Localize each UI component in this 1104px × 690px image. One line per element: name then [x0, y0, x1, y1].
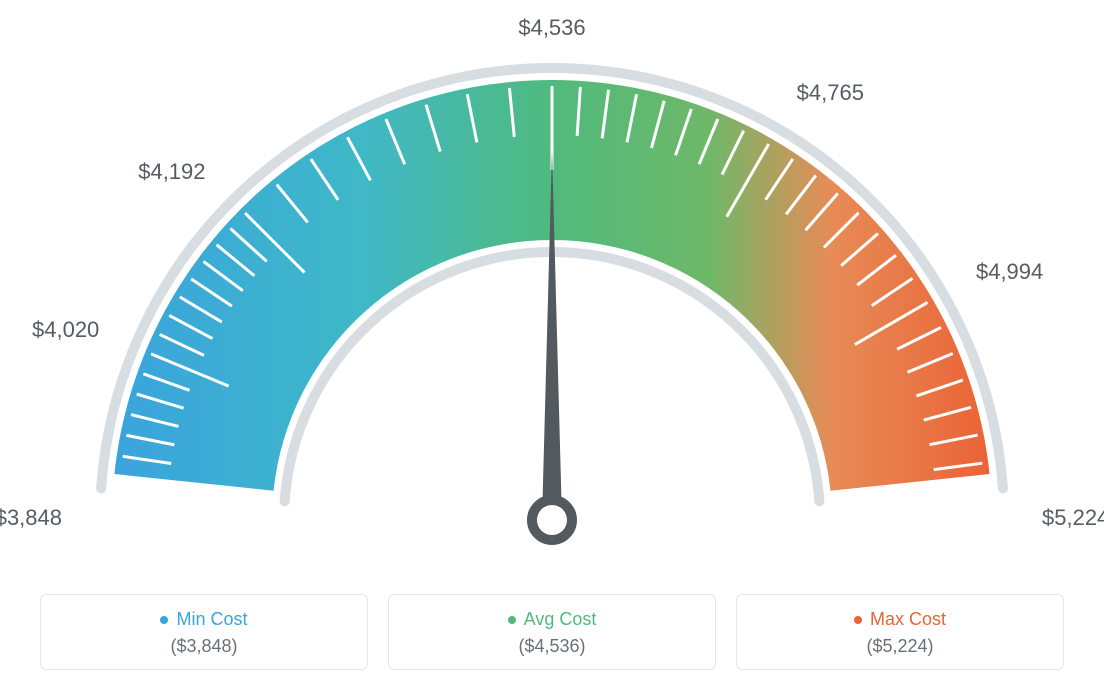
legend-title: Max Cost [854, 609, 946, 630]
gauge-tick-label: $5,224 [1042, 505, 1104, 531]
gauge-tick-label: $4,020 [32, 317, 99, 343]
legend-card-avg: Avg Cost ($4,536) [388, 594, 716, 670]
legend-title-text: Avg Cost [524, 609, 597, 630]
gauge-tick-label: $4,536 [518, 15, 585, 41]
gauge-svg [0, 30, 1104, 590]
legend-row: Min Cost ($3,848) Avg Cost ($4,536) Max Cost… [0, 594, 1104, 670]
legend-value: ($3,848) [51, 636, 357, 657]
legend-dot-icon [854, 616, 862, 624]
legend-title-text: Max Cost [870, 609, 946, 630]
legend-card-min: Min Cost ($3,848) [40, 594, 368, 670]
gauge-chart: $3,848 $4,020 $4,192 $4,536 $4,765 $4,994 $5,2… [0, 0, 1104, 560]
legend-title: Min Cost [160, 609, 247, 630]
legend-dot-icon [160, 616, 168, 624]
gauge-tick-label: $3,848 [0, 505, 62, 531]
gauge-tick-label: $4,994 [976, 259, 1043, 285]
legend-title: Avg Cost [508, 609, 597, 630]
legend-value: ($4,536) [399, 636, 705, 657]
legend-dot-icon [508, 616, 516, 624]
gauge-tick-label: $4,765 [797, 80, 864, 106]
legend-value: ($5,224) [747, 636, 1053, 657]
legend-card-max: Max Cost ($5,224) [736, 594, 1064, 670]
legend-title-text: Min Cost [176, 609, 247, 630]
gauge-tick-label: $4,192 [138, 159, 205, 185]
